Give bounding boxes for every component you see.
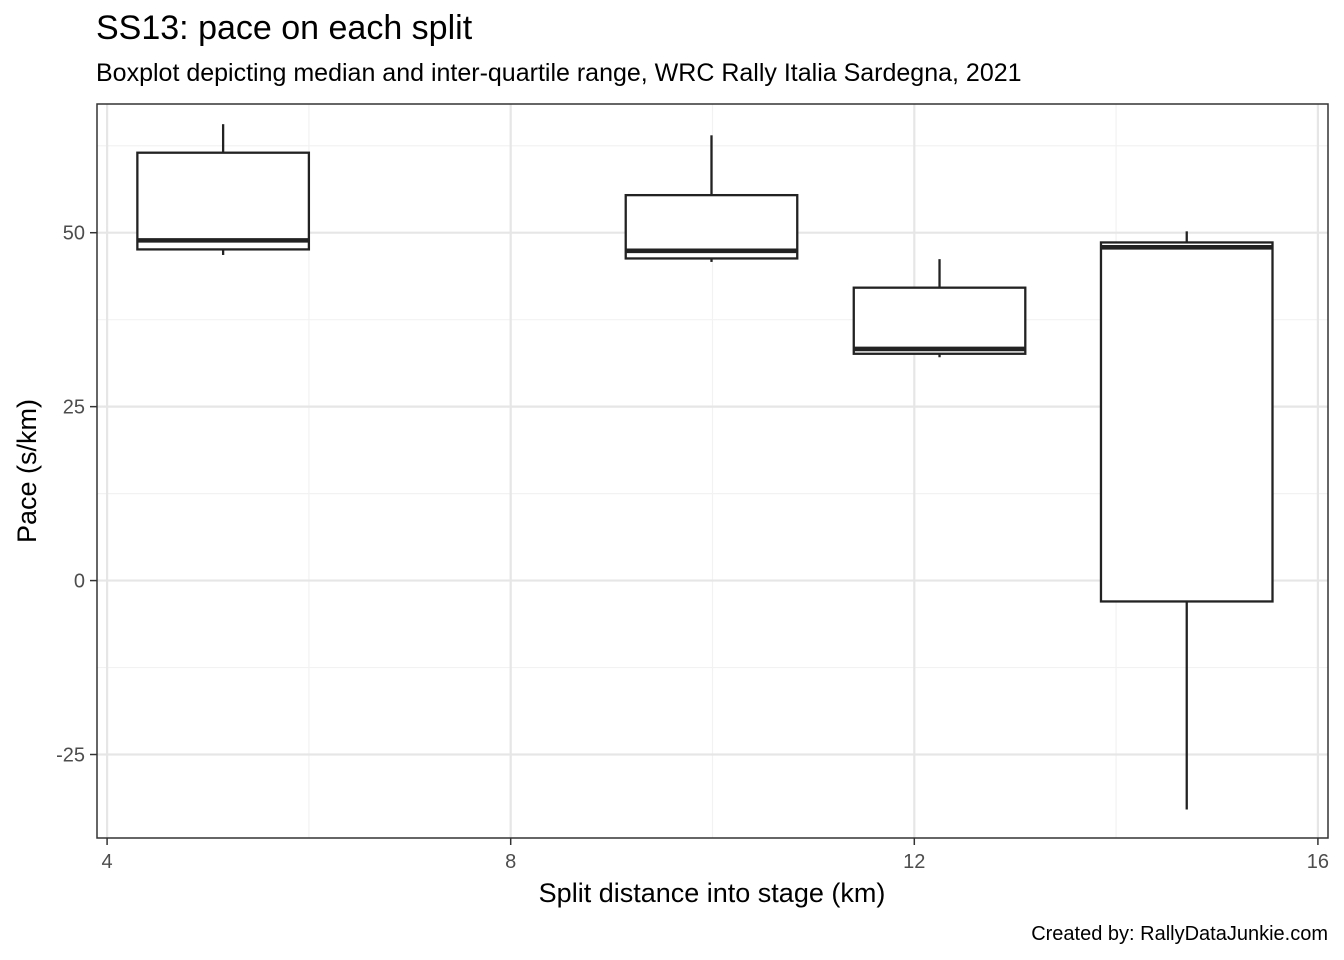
- chart-title: SS13: pace on each split: [96, 9, 473, 47]
- x-tick-label: 4: [102, 851, 113, 873]
- y-tick-label: 0: [74, 571, 85, 593]
- chart-subtitle: Boxplot depicting median and inter-quart…: [96, 59, 1022, 87]
- y-axis-title: Pace (s/km): [12, 399, 42, 543]
- x-tick-label: 16: [1307, 851, 1329, 873]
- box-layer: [136, 124, 1274, 810]
- axis-layer: 4 8 12 16 -25 0 25 50: [56, 223, 1329, 873]
- y-tick-label: 25: [63, 397, 85, 419]
- x-tick-label: 12: [903, 851, 925, 873]
- panel-border: [96, 103, 1329, 839]
- iqr-box: [624, 193, 799, 260]
- y-tick-label: -25: [56, 745, 85, 767]
- iqr-box: [852, 286, 1027, 355]
- x-axis-title: Split distance into stage (km): [539, 878, 886, 908]
- box-3: [852, 259, 1027, 358]
- box-1: [136, 124, 311, 255]
- box-2: [624, 135, 799, 262]
- iqr-box: [136, 151, 311, 251]
- y-tick-label: 50: [63, 223, 85, 245]
- chart-caption: Created by: RallyDataJunkie.com: [1031, 923, 1328, 945]
- x-tick-label: 8: [505, 851, 516, 873]
- box-4: [1099, 231, 1274, 810]
- iqr-box: [1099, 241, 1274, 603]
